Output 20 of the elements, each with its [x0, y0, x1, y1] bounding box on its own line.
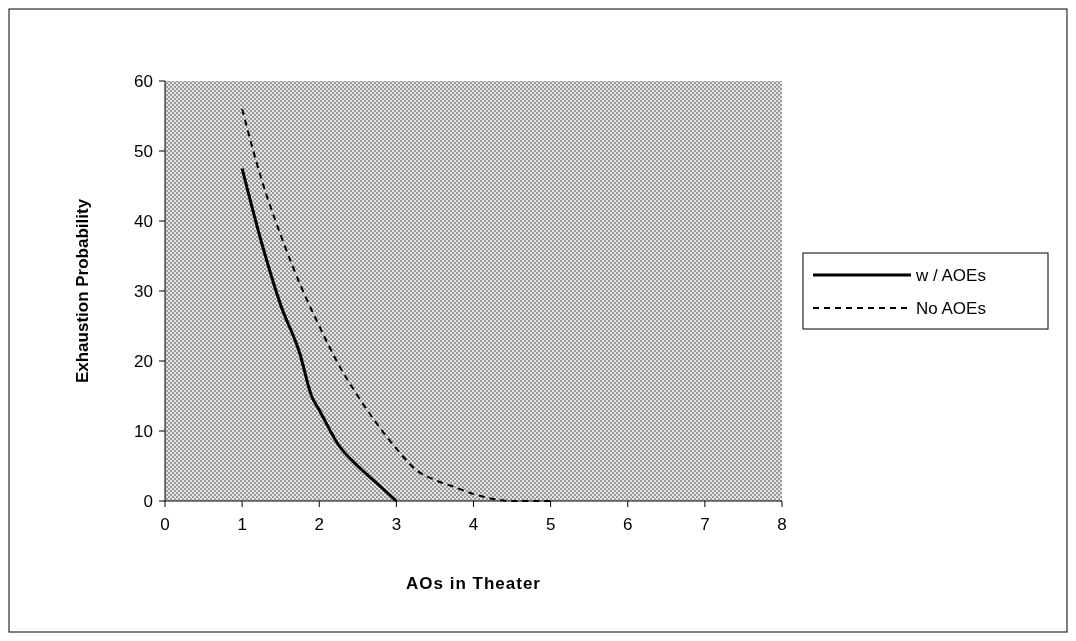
x-tick-label: 0: [160, 515, 170, 534]
y-tick-label: 40: [134, 211, 153, 231]
y-tick-label: 60: [134, 71, 153, 91]
x-tick-label: 8: [777, 515, 787, 534]
x-tick-label: 6: [623, 515, 633, 534]
x-tick-label: 7: [700, 515, 710, 534]
x-axis-title: AOs in Theater: [406, 574, 541, 593]
x-tick-label: 1: [237, 515, 247, 534]
x-tick-label: 3: [391, 515, 402, 534]
y-tick-label: 50: [134, 141, 153, 161]
x-tick-label: 2: [314, 515, 324, 534]
x-tick-label: 4: [468, 515, 479, 534]
y-tick-label: 0: [143, 491, 153, 511]
y-axis-title: Exhaustion Probability: [73, 198, 92, 384]
x-tick-label: 5: [545, 515, 556, 534]
y-tick-label: 30: [134, 281, 153, 301]
text: w / AOEs: [915, 265, 986, 285]
y-tick-label: 20: [134, 351, 153, 371]
text: No AOEs: [916, 298, 986, 318]
y-tick-label: 10: [134, 421, 153, 441]
